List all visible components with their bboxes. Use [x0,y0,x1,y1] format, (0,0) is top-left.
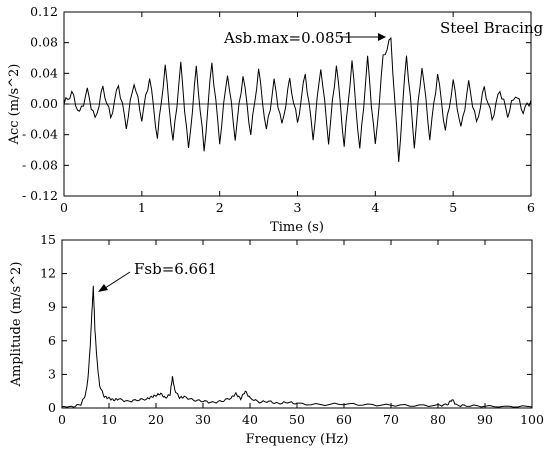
y-tick-label: 0.12 [30,4,58,19]
x-tick-label: 1 [138,200,146,215]
bottom-annotation-label: Fsb=6.661 [134,260,217,278]
y-tick-label: 0.04 [30,65,58,80]
x-tick-label: 70 [383,412,399,427]
x-tick-label: 80 [430,412,446,427]
y-tick-label: - 0.04 [22,127,58,142]
y-tick-label: 0 [48,400,56,415]
top-annotation-label: Asb.max=0.0851 [223,29,354,47]
y-tick-label: 0.00 [30,96,58,111]
chart-acceleration: 0 1 2 3 4 5 6 - 0.12 - 0.08 - 0.04 0.00 0.04 0.08 0.… [7,4,544,235]
bottom-y-ticks: 0 3 6 9 12 15 [40,232,532,415]
x-tick-label: 3 [294,200,302,215]
x-tick-label: 0 [60,200,68,215]
y-tick-label: 0.08 [30,35,58,50]
bottom-x-axis-label: Frequency (Hz) [246,432,349,447]
y-tick-label: 6 [48,333,56,348]
bottom-series-line [61,285,533,408]
y-tick-label: 15 [40,232,56,247]
y-tick-label: - 0.12 [22,188,58,203]
top-y-axis-label: Acc (m/s^2) [7,64,22,146]
bottom-y-axis-label: Amplitude (m/s^2) [9,262,24,388]
x-tick-label: 90 [477,412,493,427]
bottom-plot-frame [61,239,533,409]
y-tick-label: 9 [48,299,56,314]
x-tick-label: 5 [449,200,457,215]
x-tick-label: 30 [195,412,211,427]
x-tick-label: 40 [242,412,258,427]
x-tick-label: 0 [58,412,66,427]
x-tick-label: 2 [216,200,224,215]
top-x-ticks: 0 1 2 3 4 5 6 [60,12,535,215]
x-tick-label: 100 [520,412,544,427]
top-annotation-arrowhead [378,33,386,41]
top-y-ticks: - 0.12 - 0.08 - 0.04 0.00 0.04 0.08 0.12 [22,4,531,203]
x-tick-label: 6 [527,200,535,215]
bottom-x-ticks: 0 10 20 30 40 50 60 70 80 90 100 [58,240,544,427]
top-legend-label: Steel Bracing [440,19,544,37]
top-series-line [63,36,532,163]
x-tick-label: 20 [148,412,164,427]
bottom-annotation-arrow [101,271,131,291]
y-tick-label: - 0.08 [22,157,58,172]
x-tick-label: 4 [371,200,379,215]
top-x-axis-label: Time (s) [270,220,324,235]
bottom-annotation-arrowhead [98,284,108,292]
x-tick-label: 10 [101,412,117,427]
x-tick-label: 60 [336,412,352,427]
x-tick-label: 50 [289,412,305,427]
y-tick-label: 12 [40,266,56,281]
chart-frequency-spectrum: 0 10 20 30 40 50 60 70 80 90 100 0 3 6 9 12 15 Fsb=6.66… [9,232,544,447]
y-tick-label: 3 [48,366,56,381]
